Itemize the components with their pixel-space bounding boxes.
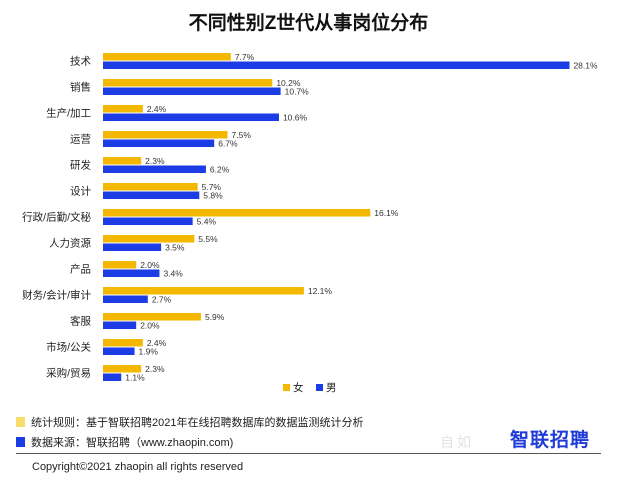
legend-label-female: 女 (293, 381, 304, 394)
data-label-female: 2.3% (145, 156, 165, 166)
data-label-male: 5.8% (203, 191, 223, 201)
category-label: 销售 (70, 81, 91, 94)
data-label-female: 10.2% (276, 78, 301, 88)
category-label: 技术 (70, 55, 91, 68)
bar-female (103, 313, 201, 321)
data-label-male: 5.4% (197, 217, 217, 227)
data-label-female: 2.4% (147, 338, 167, 348)
footnote-source-text: 数据来源：智联招聘（www.zhaopin.com) (31, 437, 234, 449)
category-label: 人力资源 (49, 237, 91, 250)
category-label: 客服 (70, 315, 91, 328)
bar-male (103, 347, 135, 355)
footnote-source: 数据来源：智联招聘（www.zhaopin.com) (16, 434, 233, 450)
data-label-male: 6.2% (210, 165, 230, 175)
data-label-female: 2.0% (140, 260, 160, 270)
bar-female (103, 105, 143, 113)
bar-male (103, 139, 215, 147)
data-label-female: 12.1% (308, 286, 333, 296)
data-label-male: 1.1% (125, 373, 145, 383)
bar-female (103, 79, 273, 87)
bar-female (103, 261, 137, 269)
bar-female (103, 235, 195, 243)
bar-male (103, 269, 160, 277)
footnote-blue-marker (16, 437, 25, 447)
copyright: Copyright©2021 zhaopin all rights reserv… (32, 461, 244, 473)
data-label-male: 3.5% (165, 243, 185, 253)
data-label-female: 7.5% (232, 130, 252, 140)
bar-male (103, 87, 281, 95)
category-label: 设计 (70, 185, 91, 198)
category-label: 财务/会计/审计 (22, 289, 91, 302)
data-label-male: 6.7% (218, 139, 238, 149)
bar-male (103, 295, 148, 303)
category-label: 市场/公关 (46, 341, 91, 354)
footnote-rule-text: 统计规则：基于智联招聘2021年在线招聘数据库的数据监测统计分析 (31, 417, 364, 429)
legend-swatch-female (283, 384, 290, 391)
bar-female (103, 209, 371, 217)
data-label-female: 5.5% (198, 234, 218, 244)
category-label: 研发 (70, 159, 91, 172)
bar-female (103, 339, 143, 347)
bar-male (103, 243, 162, 251)
data-label-female: 2.3% (145, 364, 165, 374)
bar-male (103, 321, 137, 329)
footer-divider (16, 453, 601, 454)
bar-female (103, 287, 304, 295)
data-label-male: 10.6% (283, 113, 308, 123)
bar-female (103, 183, 198, 191)
bar-male (103, 165, 206, 173)
legend-label-male: 男 (326, 382, 337, 394)
category-label: 生产/加工 (46, 107, 91, 120)
data-label-male: 28.1% (573, 61, 598, 71)
data-label-female: 7.7% (235, 52, 255, 62)
bar-male (103, 61, 570, 69)
data-label-female: 5.9% (205, 312, 225, 322)
bar-female (103, 53, 231, 61)
data-label-female: 5.7% (202, 182, 222, 192)
category-label: 行政/后勤/文秘 (22, 211, 91, 224)
data-label-male: 3.4% (163, 269, 183, 279)
bar-male (103, 373, 122, 381)
chart-title: 不同性别Z世代从事岗位分布 (188, 13, 429, 34)
footnote-yellow-marker (16, 417, 25, 427)
category-label: 产品 (70, 263, 91, 276)
category-label: 采购/贸易 (46, 367, 91, 380)
data-label-male: 2.7% (152, 295, 172, 305)
bar-chart: 技术 7.7% 28.1% 销售 10.2%10.7% 生产/加工 2.4% 10.6% 运营 7… (22, 52, 598, 394)
footnote-rule: 统计规则：基于智联招聘2021年在线招聘数据库的数据监测统计分析 (16, 414, 363, 430)
data-label-female: 16.1% (374, 208, 399, 218)
legend-swatch-male (316, 384, 323, 391)
data-label-male: 2.0% (140, 321, 160, 331)
zhaopin-logo: 智联招聘 (510, 430, 591, 451)
data-label-female: 2.4% (147, 104, 167, 114)
bar-female (103, 365, 142, 373)
category-label: 运营 (70, 133, 91, 146)
bar-male (103, 113, 279, 121)
data-label-male: 1.9% (139, 347, 159, 357)
data-label-male: 10.7% (285, 87, 310, 97)
watermark: 自如 (440, 434, 474, 450)
bar-male (103, 191, 200, 199)
bar-female (103, 157, 142, 165)
bar-male (103, 217, 193, 225)
bar-female (103, 131, 228, 139)
